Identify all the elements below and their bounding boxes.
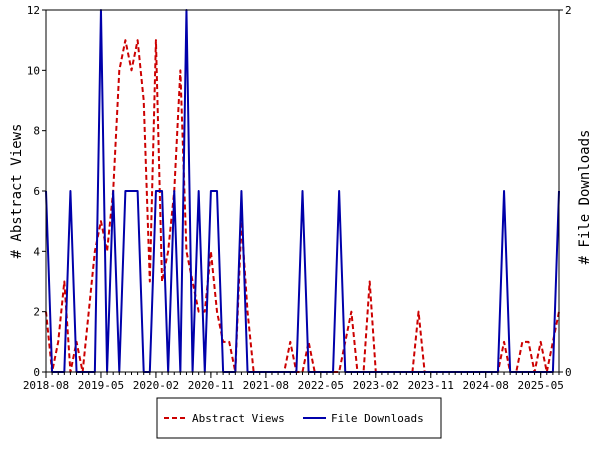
y2-axis-title: # File Downloads xyxy=(577,130,593,265)
x-tick-label: 2019-05 xyxy=(78,379,124,392)
y-tick-label: 6 xyxy=(33,185,40,198)
legend-label-file-downloads: File Downloads xyxy=(331,412,424,425)
x-tick-label: 2022-05 xyxy=(298,379,344,392)
x-tick-label: 2024-08 xyxy=(463,379,509,392)
x-tick-label: 2023-02 xyxy=(353,379,399,392)
x-tick-label: 2018-08 xyxy=(23,379,69,392)
x-tick-label: 2020-11 xyxy=(188,379,234,392)
y-tick-label: 8 xyxy=(33,125,40,138)
legend-label-abstract-views: Abstract Views xyxy=(192,412,285,425)
y-tick-label: 10 xyxy=(27,64,40,77)
y2-tick-label: 2 xyxy=(565,4,572,17)
x-tick-label: 2023-11 xyxy=(408,379,454,392)
series-lines xyxy=(45,9,560,373)
x-tick-label: 2025-05 xyxy=(517,379,563,392)
x-tick-label: 2020-02 xyxy=(133,379,179,392)
x-tick-label: 2021-08 xyxy=(243,379,289,392)
legend: Abstract Views File Downloads xyxy=(156,397,442,439)
y-tick-label: 2 xyxy=(33,306,40,319)
y-axis-title: # Abstract Views xyxy=(9,124,25,259)
axes: 0 2 4 6 8 10 12 0 2 2018-08 2019-05 2020-02 2020-11 2… xyxy=(23,4,572,392)
legend-box xyxy=(156,397,442,439)
y-tick-label: 0 xyxy=(33,366,40,379)
y-tick-label: 12 xyxy=(27,4,40,17)
y-tick-label: 4 xyxy=(33,245,40,258)
y2-tick-label: 0 xyxy=(565,366,572,379)
series-line-file-downloads xyxy=(45,9,560,373)
